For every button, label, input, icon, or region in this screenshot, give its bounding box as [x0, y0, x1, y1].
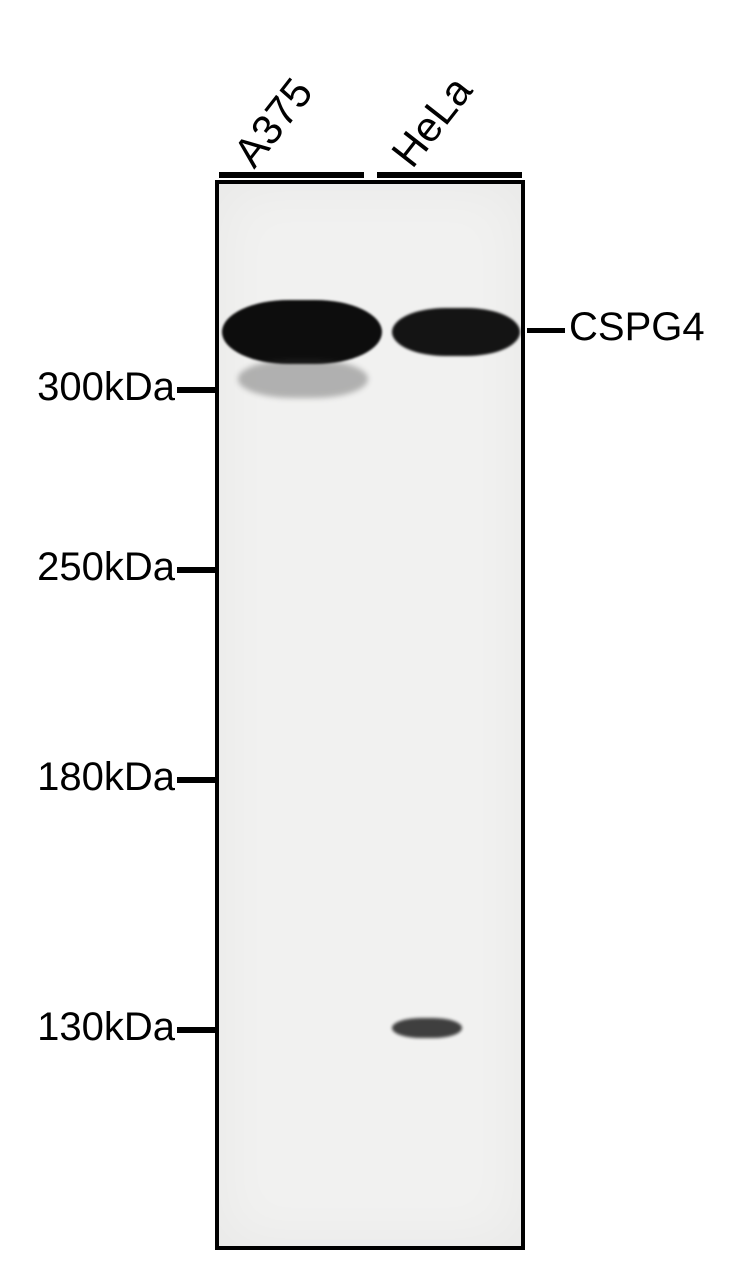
protein-tick: [527, 328, 565, 333]
band-hela-cspg4: [392, 308, 520, 356]
mw-tick-300: [177, 387, 215, 393]
mw-label-250: 250kDa: [0, 545, 175, 590]
mw-tick-130: [177, 1027, 215, 1033]
band-a375-smear: [238, 360, 368, 398]
lane-underline-a375: [219, 172, 364, 178]
mw-label-300: 300kDa: [0, 365, 175, 410]
protein-label: CSPG4: [569, 305, 705, 350]
mw-label-180: 180kDa: [0, 755, 175, 800]
lane-label-a375: A375: [224, 69, 322, 176]
lane-label-hela: HeLa: [382, 67, 482, 176]
mw-label-130: 130kDa: [0, 1005, 175, 1050]
blot-frame: [215, 180, 525, 1250]
band-hela-130kda: [392, 1018, 462, 1038]
band-a375-cspg4: [222, 300, 382, 364]
lane-underline-hela: [377, 172, 522, 178]
mw-tick-180: [177, 777, 215, 783]
mw-tick-250: [177, 567, 215, 573]
western-blot-figure: A375 HeLa 300kDa 250kDa 180kDa 130kDa CS…: [0, 0, 750, 1280]
